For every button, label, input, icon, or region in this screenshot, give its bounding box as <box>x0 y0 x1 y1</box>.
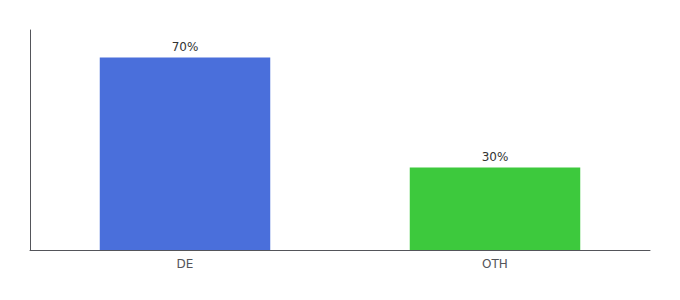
svg-text:30%: 30% <box>482 150 509 164</box>
svg-text:OTH: OTH <box>482 257 508 271</box>
svg-text:70%: 70% <box>172 40 199 54</box>
svg-text:DE: DE <box>177 257 194 271</box>
